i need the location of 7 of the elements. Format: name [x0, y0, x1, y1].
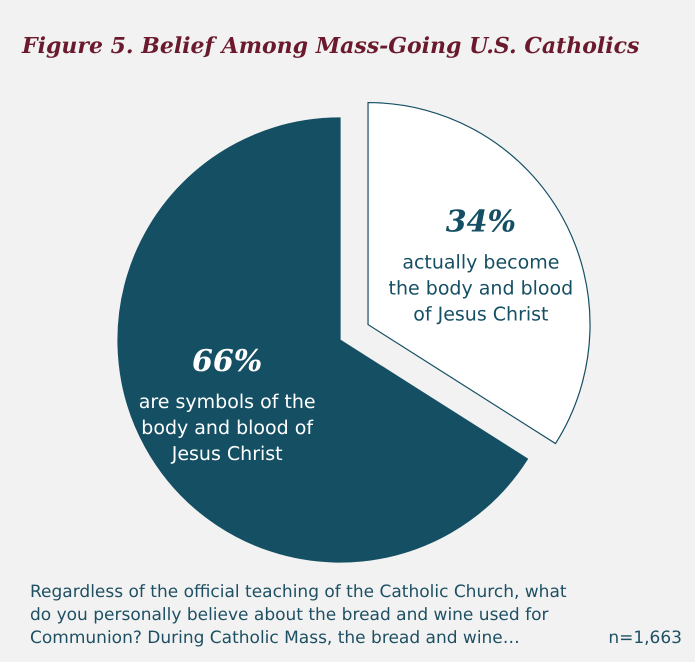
text: n=1,663 [608, 628, 682, 648]
chart-title: Figure 5. Belief Among Mass-Going U.S. Catholics [21, 33, 640, 59]
slice-label: are symbols of the body and blood of Jesus Christ [138, 391, 316, 466]
text: Regardless of the official teaching of the Catholic Church, what do you personally believe about the bread and wine used for Communion? During Catholic Mass, the bread and wine… [30, 582, 567, 648]
data-label: 34% [446, 204, 516, 240]
data-label: 66% [192, 344, 262, 380]
slice-label: actually become the body and blood of Jesus Christ [388, 252, 574, 326]
